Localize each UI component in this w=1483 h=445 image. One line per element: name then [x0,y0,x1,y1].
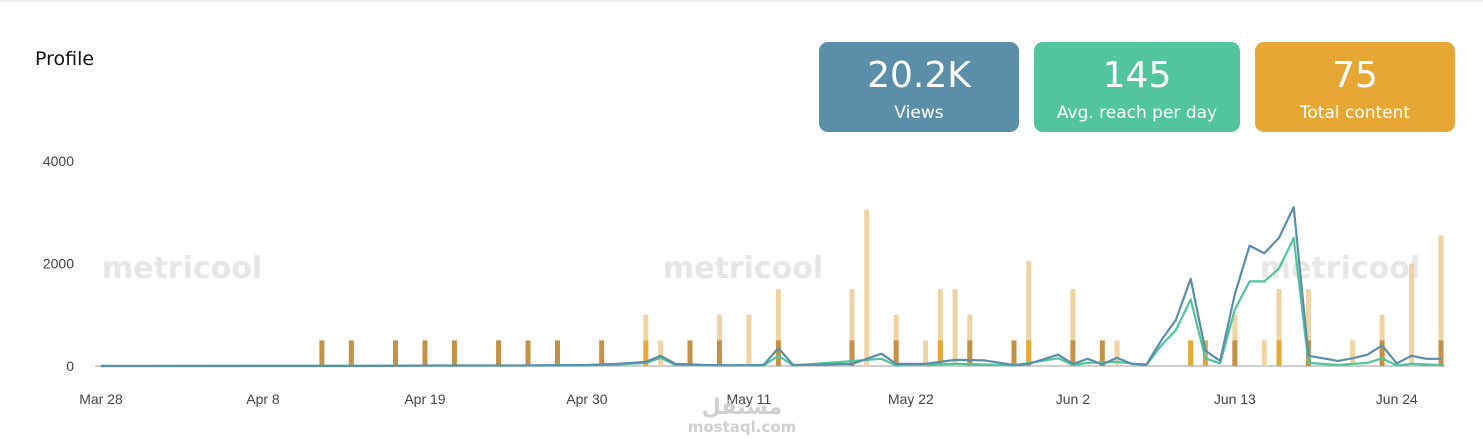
content-bar[interactable] [923,340,929,366]
content-bars [319,209,1444,367]
content-bar[interactable] [1409,263,1415,367]
x-tick-label: Apr 19 [404,391,445,407]
mostaql-arabic-text: مستقل [702,395,782,420]
content-bar[interactable] [496,340,502,366]
content-bar[interactable] [643,340,649,366]
metricool-watermark-2: metricool [663,251,823,286]
content-bar[interactable] [422,340,428,366]
content-bar[interactable] [952,289,958,366]
content-bar[interactable] [1379,340,1385,366]
total-content-card[interactable]: 75 Total content [1255,42,1455,132]
y-axis: 0 2000 4000 [43,153,1445,374]
content-bar[interactable] [716,340,722,366]
content-bar[interactable] [849,340,855,366]
y-tick-label: 0 [66,358,74,374]
content-bar[interactable] [319,340,325,366]
views-value: 20.2K [867,55,971,96]
content-bar[interactable] [1305,289,1311,366]
content-bar[interactable] [1026,260,1032,366]
content-bar[interactable] [393,340,399,366]
content-bar[interactable] [1026,340,1032,366]
content-bar[interactable] [1070,340,1076,366]
x-tick-label: Jun 13 [1214,391,1256,407]
x-tick-label: Jun 2 [1056,391,1090,407]
content-bar[interactable] [775,340,781,366]
x-axis: Mar 28 Apr 8 Apr 19 Apr 30 May 11 May 22 Jun 2… [79,391,1418,407]
mostaql-watermark: مستقل mostaql.com [688,395,797,436]
total-content-label: Total content [1299,103,1411,123]
avg-reach-value: 145 [1102,55,1172,96]
y-tick-label: 2000 [43,256,74,272]
content-bar[interactable] [348,340,354,366]
content-bar[interactable] [967,340,973,366]
content-bar[interactable] [937,340,943,366]
content-bar[interactable] [525,340,531,366]
content-bar[interactable] [1261,340,1267,366]
content-bar[interactable] [1070,289,1076,366]
content-bar[interactable] [1438,340,1444,366]
content-bar[interactable] [893,340,899,366]
content-bar[interactable] [1276,289,1282,366]
content-bar[interactable] [1011,340,1017,366]
content-bar[interactable] [775,289,781,366]
views-card[interactable]: 20.2K Views [819,42,1019,132]
x-tick-label: Jun 24 [1376,391,1418,407]
content-bar[interactable] [849,289,855,366]
x-tick-label: Apr 8 [246,391,280,407]
avg-reach-card[interactable]: 145 Avg. reach per day [1034,42,1240,132]
y-tick-label: 4000 [43,153,74,169]
content-bar[interactable] [746,314,752,366]
content-bar[interactable] [1276,340,1282,366]
content-bar[interactable] [1099,340,1105,366]
x-tick-label: Apr 30 [566,391,607,407]
content-bar[interactable] [451,340,457,366]
content-bar[interactable] [1438,235,1444,366]
content-bar[interactable] [554,340,560,366]
x-tick-label: May 11 [726,391,771,407]
content-bar[interactable] [1188,340,1194,366]
content-bar[interactable] [1232,340,1238,366]
content-bar[interactable] [937,289,943,366]
content-bar[interactable] [599,340,605,366]
x-tick-label: Mar 28 [79,391,123,407]
content-bar[interactable] [1114,340,1120,366]
x-tick-label: May 22 [888,391,934,407]
content-bar[interactable] [687,340,693,366]
series-lines [100,206,1442,368]
content-bar[interactable] [1202,340,1208,366]
views-line[interactable] [101,206,1441,368]
avg-reach-label: Avg. reach per day [1056,103,1218,123]
metricool-watermark-1: metricool [102,251,262,286]
content-bar[interactable] [658,340,664,366]
watermarks: metricool metricool metricool [102,251,1420,286]
content-bar[interactable] [864,209,870,366]
metricool-watermark-3: metricool [1260,251,1420,286]
views-label: Views [894,103,944,123]
top-divider [0,0,1483,2]
page-title: Profile [35,48,95,70]
mostaql-site-text: mostaql.com [688,418,797,436]
content-bar[interactable] [1350,340,1356,366]
total-content-value: 75 [1332,55,1378,96]
